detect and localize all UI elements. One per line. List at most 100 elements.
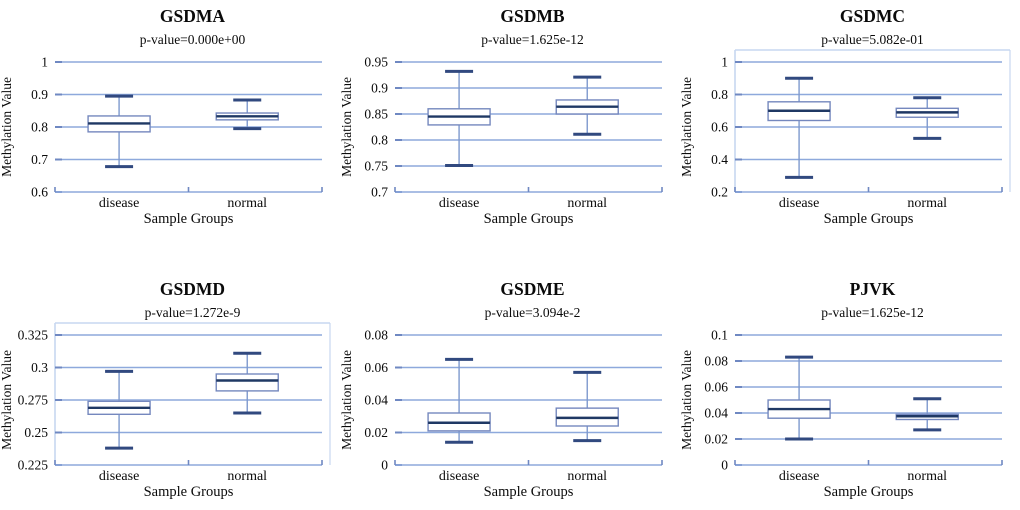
- y-tick-label: 0.6: [711, 120, 728, 135]
- y-tick-label: 0.6: [31, 185, 48, 200]
- y-gridlines: 0 0.02 0.04 0.06 0.08 0.1: [704, 328, 1002, 473]
- boxplot-disease: [427, 357, 491, 444]
- p-value-label: p-value=5.082e-01: [821, 32, 923, 47]
- chart-panel-gsdmb: 0.7 0.75 0.8 0.85 0.9 0.95 disease normal GSDMB p…: [340, 2, 680, 237]
- y-axis-label: Methylation Value: [680, 77, 694, 177]
- panel-title: GSDMC: [840, 6, 905, 26]
- y-tick-label: 0.02: [364, 425, 388, 440]
- x-axis-label: Sample Groups: [824, 484, 914, 500]
- p-value-label: p-value=1.625e-12: [821, 305, 923, 320]
- y-tick-label: 0.06: [704, 380, 728, 395]
- boxplot-svg-gsdmd: 0.225 0.25 0.275 0.3 0.325 disease normal GSDMD…: [0, 279, 331, 500]
- boxplot-svg-gsdma: 0.6 0.7 0.8 0.9 1 disease normal GSDMA p-value=0…: [0, 6, 323, 227]
- category-label: disease: [439, 196, 479, 211]
- category-label: normal: [567, 196, 607, 211]
- category-label: normal: [227, 196, 267, 211]
- y-tick-label: 0.275: [18, 393, 49, 408]
- y-gridlines: 0 0.02 0.04 0.06 0.08: [364, 328, 662, 473]
- x-axis-label: Sample Groups: [824, 211, 914, 227]
- y-tick-label: 0.25: [24, 425, 48, 440]
- y-tick-label: 0.85: [364, 107, 388, 122]
- y-axis-label: Methylation Value: [340, 350, 354, 450]
- category-label: disease: [99, 469, 139, 484]
- category-label: normal: [227, 469, 267, 484]
- y-tick-label: 0.1: [711, 328, 728, 343]
- x-axis: [54, 460, 323, 466]
- y-tick-label: 0.3: [31, 360, 48, 375]
- y-tick-label: 1: [41, 55, 48, 70]
- y-tick-label: 0.02: [704, 432, 728, 447]
- y-gridlines: 0.225 0.25 0.275 0.3 0.325: [18, 328, 322, 473]
- panel-title: PJVK: [850, 279, 896, 299]
- p-value-label: p-value=3.094e-2: [485, 305, 581, 320]
- y-gridlines: 0.6 0.7 0.8 0.9 1: [31, 55, 322, 200]
- y-gridlines: 0.2 0.4 0.6 0.8 1: [711, 55, 1002, 200]
- chart-panel-gsdma: 0.6 0.7 0.8 0.9 1 disease normal GSDMA p-value=0…: [0, 2, 340, 237]
- y-tick-label: 0.7: [31, 152, 48, 167]
- x-axis: [394, 187, 663, 193]
- x-axis-label: Sample Groups: [484, 484, 574, 500]
- y-tick-label: 0.08: [364, 328, 388, 343]
- boxplot-svg-pjvk: 0 0.02 0.04 0.06 0.08 0.1 disease normal PJVK p-v…: [680, 279, 1003, 500]
- boxplot-normal: [555, 370, 619, 443]
- y-tick-label: 0: [721, 458, 728, 473]
- p-value-label: p-value=0.000e+00: [140, 32, 246, 47]
- y-axis-label: Methylation Value: [680, 350, 694, 450]
- boxplot-disease: [87, 369, 151, 450]
- y-tick-label: 0.04: [364, 393, 388, 408]
- category-label: disease: [439, 469, 479, 484]
- panel-title: GSDME: [500, 279, 564, 299]
- category-label: disease: [99, 196, 139, 211]
- y-tick-label: 0.8: [371, 133, 388, 148]
- plot-frame: [54, 322, 331, 465]
- category-label: normal: [907, 196, 947, 211]
- boxplot-normal: [215, 351, 279, 415]
- y-tick-label: 0.75: [364, 159, 388, 174]
- y-tick-label: 0.06: [364, 360, 388, 375]
- y-gridlines: 0.7 0.75 0.8 0.85 0.9 0.95: [364, 55, 662, 200]
- p-value-label: p-value=1.272e-9: [145, 305, 241, 320]
- y-tick-label: 0: [381, 458, 388, 473]
- y-tick-label: 0.9: [31, 87, 48, 102]
- y-tick-label: 0.8: [31, 120, 48, 135]
- boxplot-normal: [895, 96, 959, 140]
- boxplot-normal: [555, 75, 619, 136]
- y-tick-label: 0.8: [711, 87, 728, 102]
- x-axis-label: Sample Groups: [484, 211, 574, 227]
- x-axis-label: Sample Groups: [144, 484, 234, 500]
- x-axis: [734, 187, 1003, 193]
- chart-panel-gsdmd: 0.225 0.25 0.275 0.3 0.325 disease normal GSDMD…: [0, 275, 340, 510]
- chart-panel-gsdmc: 0.2 0.4 0.6 0.8 1 disease normal GSDMC p-value=5…: [680, 2, 1020, 237]
- x-axis-label: Sample Groups: [144, 211, 234, 227]
- y-tick-label: 0.2: [711, 185, 728, 200]
- chart-panel-gsdme: 0 0.02 0.04 0.06 0.08 disease normal GSDME p-val…: [340, 275, 680, 510]
- category-label: disease: [779, 196, 819, 211]
- p-value-label: p-value=1.625e-12: [481, 32, 583, 47]
- category-label: disease: [779, 469, 819, 484]
- y-tick-label: 0.04: [704, 406, 728, 421]
- boxplot-normal: [215, 98, 279, 131]
- y-axis-label: Methylation Value: [0, 77, 14, 177]
- boxplot-disease: [427, 69, 491, 167]
- boxplot-disease: [767, 76, 831, 179]
- y-tick-label: 0.225: [18, 458, 49, 473]
- y-tick-label: 0.08: [704, 354, 728, 369]
- y-tick-label: 0.9: [371, 81, 388, 96]
- boxplot-svg-gsdme: 0 0.02 0.04 0.06 0.08 disease normal GSDME p-val…: [340, 279, 663, 500]
- category-label: normal: [907, 469, 947, 484]
- y-tick-label: 0.4: [711, 152, 728, 167]
- boxplot-normal: [895, 397, 959, 432]
- panel-title: GSDMA: [160, 6, 226, 26]
- y-tick-label: 0.7: [371, 185, 388, 200]
- y-axis-label: Methylation Value: [340, 77, 354, 177]
- x-axis: [394, 460, 663, 466]
- panel-title: GSDMD: [160, 279, 225, 299]
- category-label: normal: [567, 469, 607, 484]
- x-axis: [54, 187, 323, 193]
- panel-title: GSDMB: [500, 6, 565, 26]
- y-tick-label: 0.325: [18, 328, 49, 343]
- boxplot-disease: [767, 355, 831, 441]
- boxplot-svg-gsdmb: 0.7 0.75 0.8 0.85 0.9 0.95 disease normal GSDMB p…: [340, 6, 663, 227]
- chart-panel-pjvk: 0 0.02 0.04 0.06 0.08 0.1 disease normal PJVK p-v…: [680, 275, 1020, 510]
